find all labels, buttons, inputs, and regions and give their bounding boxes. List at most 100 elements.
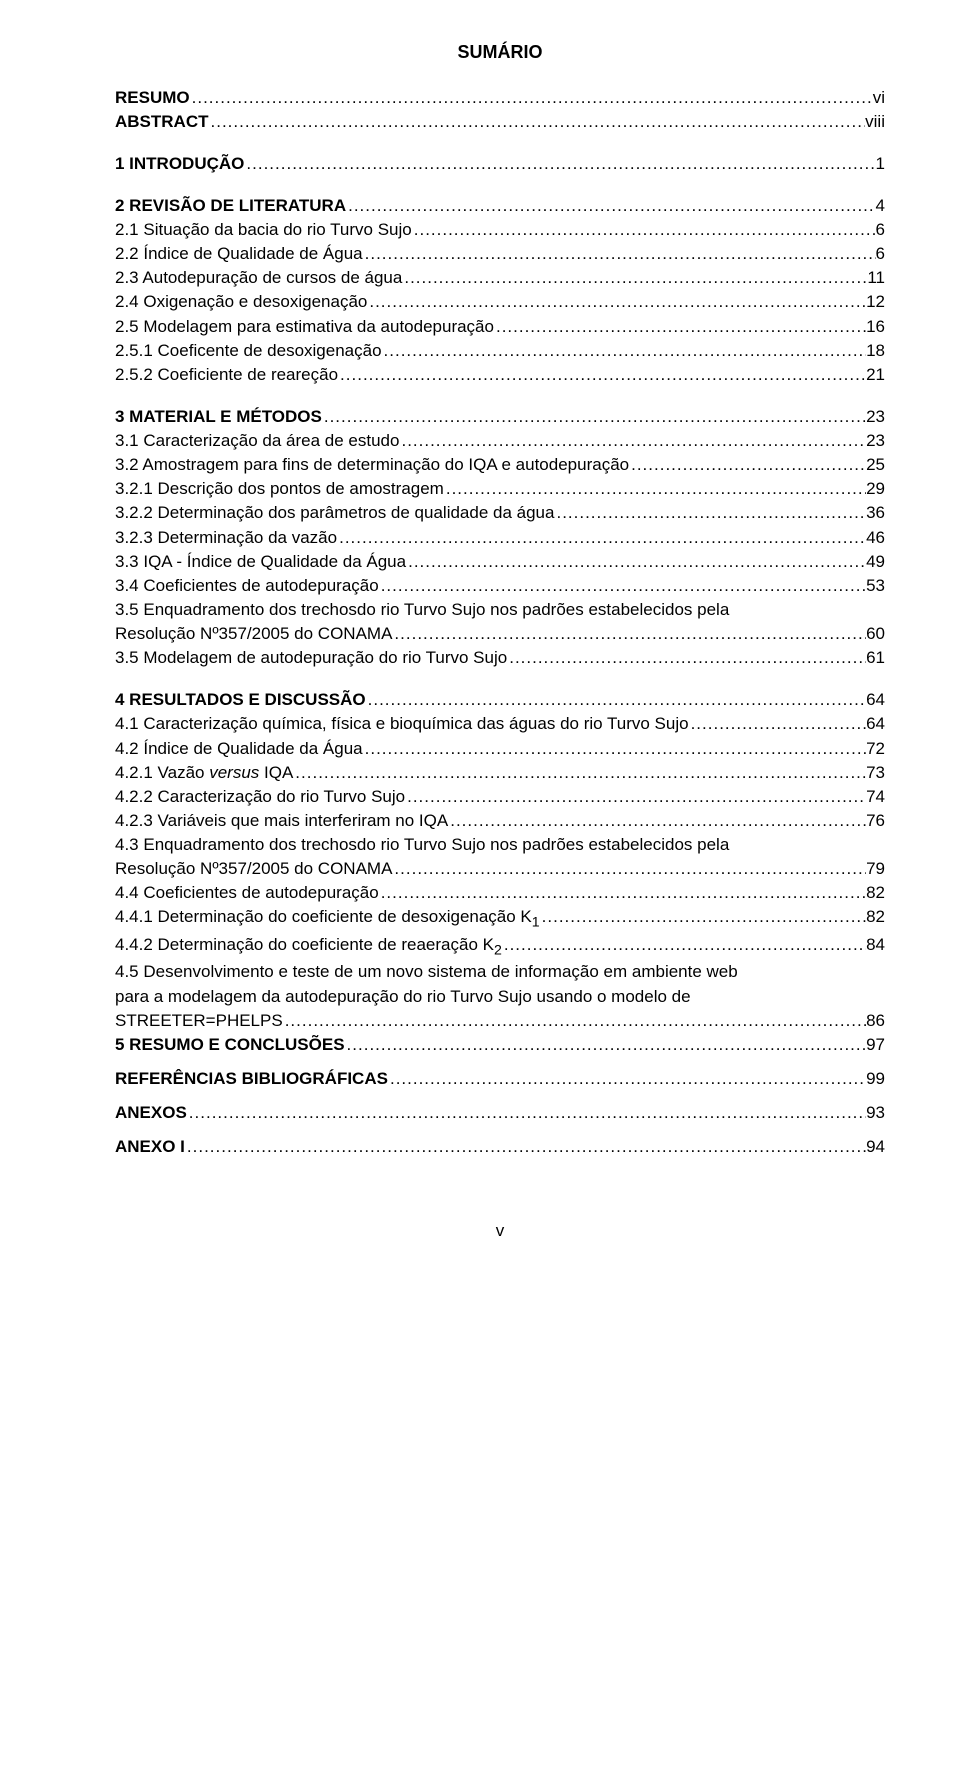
toc-entry: 3.2 Amostragem para fins de determinação…: [115, 453, 885, 477]
spacer: [115, 1057, 885, 1067]
toc-entry-label: ANEXOS: [115, 1101, 187, 1125]
toc-entry: Resolução Nº357/2005 do CONAMA 79: [115, 857, 885, 881]
toc-entry: 2.4 Oxigenação e desoxigenação 12: [115, 290, 885, 314]
toc-entry-label: STREETER=PHELPS: [115, 1009, 283, 1033]
toc-entry-label: Resolução Nº357/2005 do CONAMA: [115, 622, 392, 646]
toc-entry-page: 82: [866, 905, 885, 929]
toc-entry-page: 6: [876, 242, 885, 266]
toc-entry-page: 11: [867, 266, 885, 290]
toc-leader-dots: [554, 501, 866, 525]
toc-entry-page: 74: [866, 785, 885, 809]
toc-entry-label: REFERÊNCIAS BIBLIOGRÁFICAS: [115, 1067, 388, 1091]
toc-entry-page: 94: [866, 1135, 885, 1159]
spacer: [115, 670, 885, 688]
toc-entry-label: 4.4.1 Determinação do coeficiente de des…: [115, 905, 540, 933]
toc-entry-continuation: 4.3 Enquadramento dos trechosdo rio Turv…: [115, 833, 885, 857]
toc-entry-page: 23: [866, 405, 885, 429]
toc-entry-label: 2.2 Índice de Qualidade de Água: [115, 242, 363, 266]
toc-entry-page: 25: [866, 453, 885, 477]
toc-entry-page: 36: [866, 501, 885, 525]
toc-entry: 3.2.3 Determinação da vazão 46: [115, 526, 885, 550]
toc-leader-dots: [399, 429, 866, 453]
toc-entry-page: 86: [866, 1009, 885, 1033]
toc-leader-dots: [689, 712, 867, 736]
toc-entry: 2 REVISÃO DE LITERATURA 4: [115, 194, 885, 218]
toc-entry-label: 4.4 Coeficientes de autodepuração: [115, 881, 379, 905]
toc-leader-dots: [402, 266, 867, 290]
spacer: [115, 176, 885, 194]
toc-leader-dots: [540, 905, 866, 929]
toc-entry-page: 21: [866, 363, 885, 387]
toc-entry-page: 53: [866, 574, 885, 598]
toc-entry-label: 3.2.1 Descrição dos pontos de amostragem: [115, 477, 444, 501]
toc-entry-page: 23: [866, 429, 885, 453]
toc-entry: 2.1 Situação da bacia do rio Turvo Sujo …: [115, 218, 885, 242]
toc-entry: 2.5 Modelagem para estimativa da autodep…: [115, 315, 885, 339]
toc-leader-dots: [444, 477, 866, 501]
toc-entry-page: 97: [866, 1033, 885, 1057]
toc-entry-label: 3.3 IQA - Índice de Qualidade da Água: [115, 550, 406, 574]
toc-leader-dots: [382, 339, 867, 363]
toc-entry: ANEXOS 93: [115, 1101, 885, 1125]
spacer: [115, 387, 885, 405]
toc-leader-dots: [392, 857, 866, 881]
toc-entry-page: 72: [866, 737, 885, 761]
toc-entry-page: 60: [866, 622, 885, 646]
toc-leader-dots: [366, 688, 866, 712]
toc-entry-label: 3.1 Caracterização da área de estudo: [115, 429, 399, 453]
spacer: [115, 1125, 885, 1135]
toc-leader-dots: [345, 1033, 867, 1057]
toc-entry-continuation: 3.5 Enquadramento dos trechosdo rio Turv…: [115, 598, 885, 622]
toc-entry: 3.2.1 Descrição dos pontos de amostragem…: [115, 477, 885, 501]
toc-entry-page: 79: [866, 857, 885, 881]
toc-entry: 4.2.3 Variáveis que mais interferiram no…: [115, 809, 885, 833]
toc-entry: 3.3 IQA - Índice de Qualidade da Água 49: [115, 550, 885, 574]
toc-entry-page: 29: [866, 477, 885, 501]
toc-leader-dots: [388, 1067, 866, 1091]
toc-entry: 4.4 Coeficientes de autodepuração 82: [115, 881, 885, 905]
toc-entry-label: Resolução Nº357/2005 do CONAMA: [115, 857, 392, 881]
toc-entry: 3.2.2 Determinação dos parâmetros de qua…: [115, 501, 885, 525]
toc-entry: 4.4.1 Determinação do coeficiente de des…: [115, 905, 885, 933]
toc-entry: 3 MATERIAL E MÉTODOS 23: [115, 405, 885, 429]
toc-leader-dots: [367, 290, 866, 314]
toc-leader-dots: [412, 218, 876, 242]
toc-entry-label: 3.2 Amostragem para fins de determinação…: [115, 453, 629, 477]
toc-entry-page: 18: [866, 339, 885, 363]
toc-leader-dots: [363, 737, 866, 761]
toc-entry-label: 2.4 Oxigenação e desoxigenação: [115, 290, 367, 314]
toc-entry-label: 2 REVISÃO DE LITERATURA: [115, 194, 346, 218]
toc-entry: 2.3 Autodepuração de cursos de água 11: [115, 266, 885, 290]
toc-leader-dots: [244, 152, 875, 176]
toc-entry-label: ABSTRACT: [115, 110, 209, 134]
toc-entry-label: 3.2.3 Determinação da vazão: [115, 526, 337, 550]
toc-entry: 2.5.1 Coeficente de desoxigenação 18: [115, 339, 885, 363]
toc-leader-dots: [507, 646, 866, 670]
toc-entry-page: 4: [876, 194, 885, 218]
toc-entry-page: 12: [866, 290, 885, 314]
toc-leader-dots: [363, 242, 876, 266]
toc-entry-label: ANEXO I: [115, 1135, 185, 1159]
toc-entry: 1 INTRODUÇÃO 1: [115, 152, 885, 176]
toc-entry-continuation: 4.5 Desenvolvimento e teste de um novo s…: [115, 960, 885, 1008]
toc-entry: 4.1 Caracterização química, física e bio…: [115, 712, 885, 736]
toc-leader-dots: [293, 761, 866, 785]
toc-leader-dots: [379, 881, 866, 905]
spacer: [115, 134, 885, 152]
toc-entry-page: 6: [876, 218, 885, 242]
toc-leader-dots: [338, 363, 866, 387]
toc-entry: 4.2.2 Caracterização do rio Turvo Sujo 7…: [115, 785, 885, 809]
toc-entry-page: 99: [866, 1067, 885, 1091]
toc-entry-page: 93: [866, 1101, 885, 1125]
toc-entry-page: 64: [866, 712, 885, 736]
toc-entry: 3.5 Modelagem de autodepuração do rio Tu…: [115, 646, 885, 670]
toc-leader-dots: [392, 622, 866, 646]
toc-entry: ABSTRACT viii: [115, 110, 885, 134]
toc-leader-dots: [629, 453, 866, 477]
toc-entry-page: 46: [866, 526, 885, 550]
toc-entry-label: 4 RESULTADOS E DISCUSSÃO: [115, 688, 366, 712]
toc-leader-dots: [448, 809, 866, 833]
toc-leader-dots: [406, 550, 866, 574]
toc-leader-dots: [405, 785, 866, 809]
toc-entry: 2.2 Índice de Qualidade de Água 6: [115, 242, 885, 266]
